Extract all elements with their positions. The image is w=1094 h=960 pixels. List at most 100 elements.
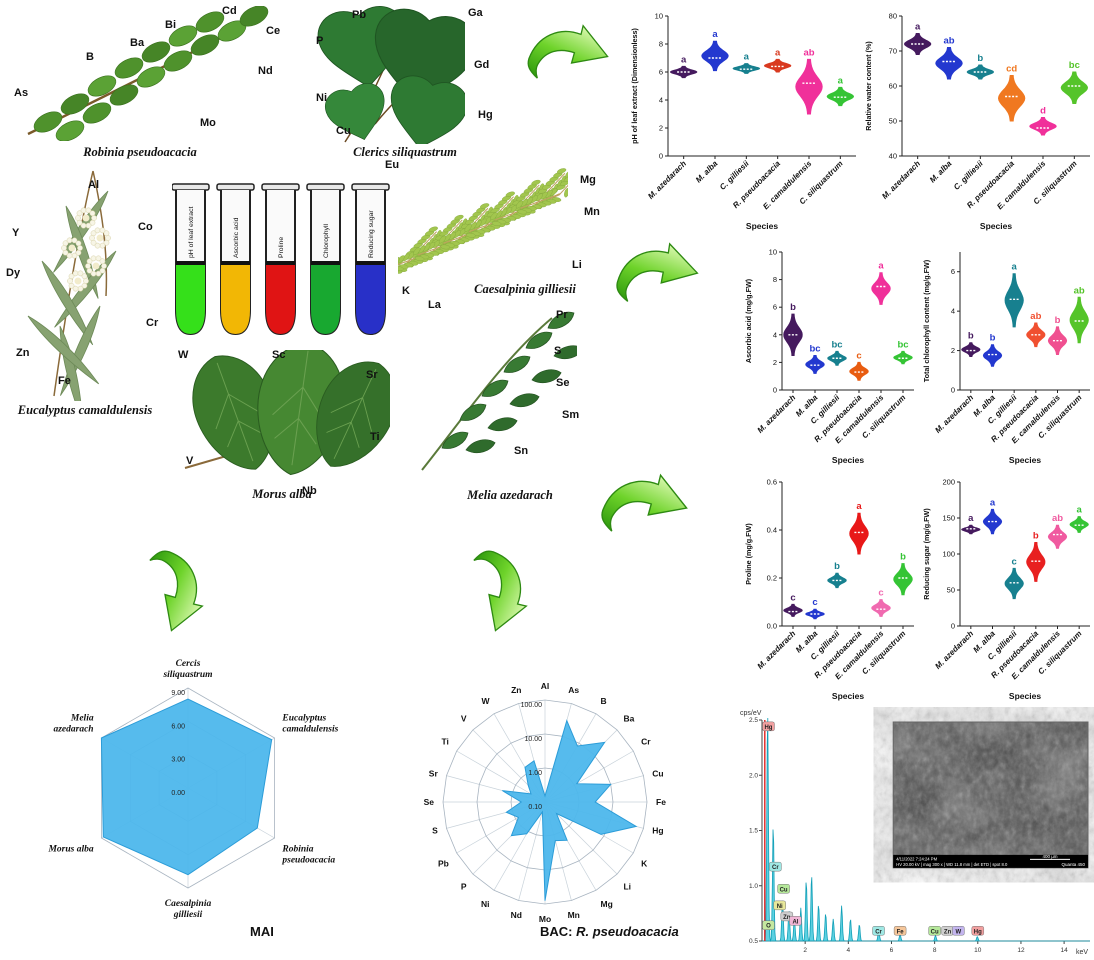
element-label: Mo [200,117,216,129]
element-label: Y [12,227,20,239]
violin-proline-chart: 0.0 0.2 0.4 0.6 Proline (mg/g.FW) c M. azedara… [744,478,914,701]
svg-text:Cu: Cu [652,768,663,778]
svg-text:ab: ab [1052,513,1063,524]
svg-text:ab: ab [1030,311,1041,322]
bac-radar-chart: 0.10 1.00 10.00 100.00 Al As B Ba Cr Cu Fe Hg K Li Mg M… [424,681,667,924]
svg-text:6: 6 [890,947,894,954]
robinia-caption: Robinia pseudoacacia [83,145,197,159]
svg-text:150: 150 [942,514,955,523]
element-label: Ni [316,92,327,104]
svg-text:a: a [968,513,974,524]
element-label: Mn [584,206,600,218]
eucalyptus-leaf-illustration [27,170,117,401]
svg-text:8: 8 [773,275,777,284]
svg-text:Pb: Pb [438,859,449,869]
svg-text:1.5: 1.5 [749,828,758,835]
green-arrow [114,534,231,651]
violin-rwc-chart: 40 50 60 70 80 Relative water content (%) a M. … [864,12,1090,231]
svg-text:b: b [968,331,974,342]
svg-text:9.00: 9.00 [171,690,185,697]
svg-text:Zn: Zn [783,915,791,921]
svg-text:0.5: 0.5 [749,938,758,945]
element-label: As [14,87,29,99]
element-label: Cr [146,317,159,329]
svg-text:0.10: 0.10 [528,804,542,811]
element-label: Li [572,259,582,271]
svg-text:4: 4 [847,947,851,954]
svg-text:c: c [856,350,861,361]
svg-text:2.5: 2.5 [749,717,758,724]
svg-text:Fe: Fe [897,929,905,935]
caesalpinia-caption: Caesalpinia gilliesii [474,282,576,296]
svg-text:Ascorbic acid: Ascorbic acid [233,217,240,258]
svg-text:12: 12 [1017,947,1025,954]
element-label: Ga [468,7,483,19]
svg-text:0.00: 0.00 [171,790,185,797]
svg-text:Ni: Ni [481,899,490,909]
melia-leaf-illustration [421,311,577,471]
svg-text:Al: Al [541,681,550,691]
green-arrow [602,226,713,325]
svg-text:Reducing sugar (mg/g.FW): Reducing sugar (mg/g.FW) [922,508,931,600]
svg-text:Cr: Cr [641,737,651,747]
element-label: Sm [562,409,580,421]
svg-text:Ba: Ba [623,714,634,724]
svg-text:Cr: Cr [875,929,882,935]
element-label: Zn [16,347,30,359]
svg-text:Reducing sugar: Reducing sugar [368,210,375,258]
svg-text:Total chlorophyll content (mg/: Total chlorophyll content (mg/g.FW) [922,259,931,382]
svg-text:ab: ab [943,36,954,47]
svg-text:Species: Species [832,691,864,701]
element-label: Pb [352,9,367,21]
svg-text:6: 6 [659,68,663,77]
svg-text:M. azedarach: M. azedarach [756,629,798,671]
svg-text:0.2: 0.2 [767,574,777,583]
svg-text:Ascorbic acid (mg/g.FW): Ascorbic acid (mg/g.FW) [744,278,753,363]
svg-text:c: c [790,592,795,603]
svg-text:a: a [712,29,718,40]
svg-text:2: 2 [659,124,663,133]
svg-text:6: 6 [773,303,777,312]
svg-text:Proline (mg/g.FW): Proline (mg/g.FW) [744,523,753,585]
element-label: K [402,285,410,297]
element-label: Cd [222,5,237,17]
svg-text:a: a [856,501,862,512]
svg-text:P: P [461,881,467,891]
cercis-caption: Clerics siliquastrum [353,145,457,159]
svg-text:ab: ab [803,47,814,58]
svg-text:Hg: Hg [764,725,772,731]
svg-text:M. azedarach: M. azedarach [933,629,975,671]
svg-text:a: a [681,54,687,65]
caesalpinia-leaf-illustration [398,168,568,274]
svg-text:4: 4 [951,307,955,316]
svg-text:O: O [766,924,771,930]
svg-text:200: 200 [942,478,955,487]
svg-text:Morus alba: Morus alba [47,845,93,855]
svg-text:10: 10 [655,12,663,21]
svg-text:c: c [812,597,817,608]
svg-text:Nd: Nd [511,910,522,920]
bac-title-species: R. pseudoacacia [576,924,679,939]
violin-ph-chart: 0 2 4 6 8 10 pH of leaf extract (Dimensionless… [630,12,856,231]
cercis-leaf-illustration [317,6,465,144]
element-label: Nd [258,65,273,77]
svg-text:Cu: Cu [780,887,788,893]
element-label: Dy [6,267,21,279]
svg-text:14: 14 [1060,947,1068,954]
mai-radar-chart: 0.00 3.00 6.00 9.00 Cercis siliquastrum Eucaly… [47,659,338,920]
svg-text:b: b [990,333,996,344]
svg-text:M. azedarach: M. azedarach [756,393,798,435]
green-arrow [438,534,555,651]
svg-text:C. gilliesii: C. gilliesii [952,159,985,192]
svg-text:Li: Li [623,881,631,891]
svg-text:400 µm: 400 µm [1042,854,1057,859]
svg-text:pH of leaf extract (Dimensionl: pH of leaf extract (Dimensionless) [630,27,639,143]
svg-text:Fe: Fe [656,797,666,807]
svg-text:Species: Species [832,455,864,465]
svg-text:Ni: Ni [777,904,783,910]
svg-text:M. azedarach: M. azedarach [933,393,975,435]
svg-text:keV: keV [1076,949,1088,956]
svg-text:M. alba: M. alba [694,159,720,185]
